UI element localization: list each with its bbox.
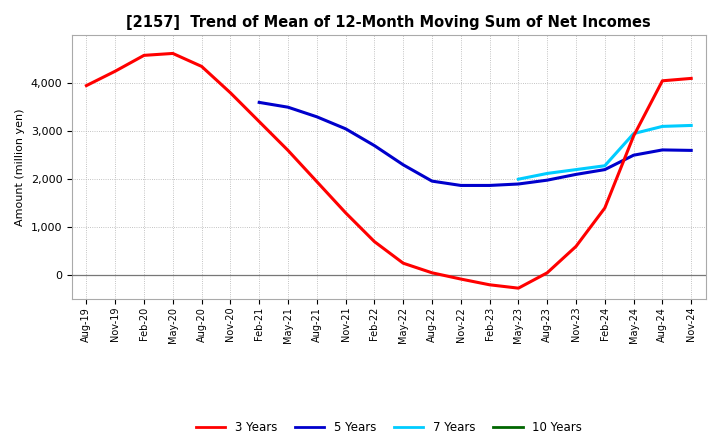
Legend: 3 Years, 5 Years, 7 Years, 10 Years: 3 Years, 5 Years, 7 Years, 10 Years [191, 416, 587, 438]
Title: [2157]  Trend of Mean of 12-Month Moving Sum of Net Incomes: [2157] Trend of Mean of 12-Month Moving … [127, 15, 651, 30]
Y-axis label: Amount (million yen): Amount (million yen) [15, 108, 25, 226]
